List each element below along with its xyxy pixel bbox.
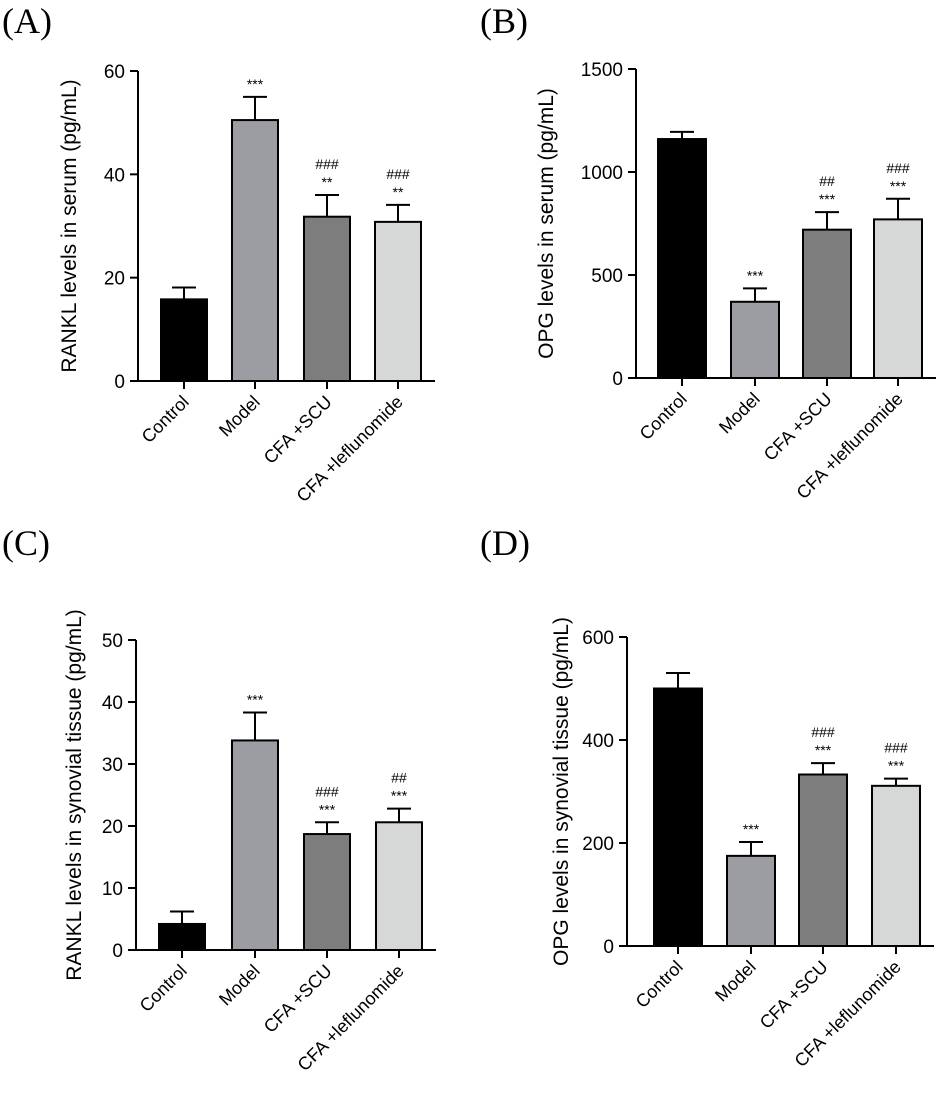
y-tick-label: 40 bbox=[102, 693, 123, 714]
y-tick-label: 60 bbox=[104, 62, 125, 83]
significance-label: ### bbox=[315, 783, 339, 799]
bar-model bbox=[231, 119, 279, 382]
bar-cfa-scu bbox=[802, 228, 852, 379]
y-tick-label: 20 bbox=[104, 269, 125, 290]
bar-control bbox=[657, 138, 707, 379]
y-axis-title: RANKL levels in synovial tissue (pg/mL) bbox=[63, 609, 86, 981]
y-tick-label: 0 bbox=[612, 369, 623, 390]
y-tick-label: 40 bbox=[104, 165, 125, 186]
panel-b: (B) 0 500 1000 1500 OPG levels in serum (pg/m… bbox=[480, 1, 936, 503]
y-tick-label: 0 bbox=[603, 937, 614, 958]
significance-label: ** bbox=[322, 174, 333, 190]
y-tick-label: 10 bbox=[102, 879, 123, 900]
bar-cfa-leflunomide bbox=[873, 218, 923, 379]
y-tick-label: 0 bbox=[114, 372, 125, 393]
panel-label: (A) bbox=[2, 1, 52, 41]
bar-control bbox=[653, 687, 703, 947]
significance-label: *** bbox=[247, 692, 264, 708]
significance-label: *** bbox=[815, 742, 832, 758]
x-tick-label: CFA +SCU bbox=[260, 392, 336, 468]
x-tick-label: CFA +SCU bbox=[760, 389, 836, 465]
bar-cfa-leflunomide bbox=[871, 784, 921, 948]
x-tick-label: CFA +SCU bbox=[756, 957, 832, 1033]
y-tick-label: 1500 bbox=[581, 60, 623, 81]
significance-label: *** bbox=[743, 821, 760, 837]
panel-label: (D) bbox=[480, 523, 530, 563]
y-tick-label: 600 bbox=[582, 628, 614, 649]
significance-label: *** bbox=[888, 758, 905, 774]
x-tick-label: Model bbox=[711, 957, 760, 1006]
y-tick-label: 1000 bbox=[581, 163, 623, 184]
significance-label: ** bbox=[393, 184, 404, 200]
significance-label: *** bbox=[247, 76, 264, 92]
y-axis-title: OPG levels in serum (pg/mL) bbox=[535, 88, 558, 359]
significance-label: ### bbox=[386, 166, 410, 182]
x-tick-label: CFA +SCU bbox=[260, 961, 336, 1037]
significance-label: ### bbox=[886, 160, 910, 176]
bar-model bbox=[231, 739, 279, 951]
x-tick-label: Control bbox=[138, 392, 193, 447]
y-tick-label: 200 bbox=[582, 834, 614, 855]
significance-label: *** bbox=[819, 191, 836, 207]
significance-label: ## bbox=[819, 173, 835, 189]
significance-label: *** bbox=[319, 801, 336, 817]
x-tick-label: Model bbox=[215, 392, 264, 441]
y-axis-title: OPG levels in synovial tissue (pg/mL) bbox=[550, 617, 573, 966]
significance-label: ## bbox=[391, 770, 407, 786]
panel-d: (D) 0 200 400 600 OPG levels in synovial tiss… bbox=[480, 523, 934, 1071]
bar-model bbox=[726, 854, 776, 947]
significance-label: *** bbox=[747, 267, 764, 283]
bar-control bbox=[160, 298, 208, 382]
y-tick-label: 50 bbox=[102, 631, 123, 652]
x-tick-label: Control bbox=[636, 389, 691, 444]
bar-cfa-scu bbox=[303, 833, 351, 951]
bar-control bbox=[158, 922, 206, 952]
y-axis-title: RANKL levels in serum (pg/mL) bbox=[58, 79, 81, 372]
x-tick-label: Control bbox=[136, 961, 191, 1016]
significance-label: ### bbox=[811, 724, 835, 740]
y-tick-label: 20 bbox=[102, 817, 123, 838]
significance-label: ### bbox=[884, 740, 908, 756]
bar-cfa-scu bbox=[798, 773, 848, 947]
panel-label: (B) bbox=[480, 1, 528, 41]
bar-cfa-leflunomide bbox=[374, 220, 422, 382]
x-tick-label: Model bbox=[715, 389, 764, 438]
significance-label: ### bbox=[315, 156, 339, 172]
x-tick-label: Control bbox=[632, 957, 687, 1012]
x-tick-label: Model bbox=[215, 961, 264, 1010]
panel-a: (A) 0 20 40 60 RANKL levels in serum (pg/mL) C… bbox=[2, 1, 435, 506]
y-tick-label: 0 bbox=[112, 941, 123, 962]
bar-cfa-leflunomide bbox=[375, 821, 423, 952]
significance-label: *** bbox=[391, 788, 408, 804]
y-tick-label: 500 bbox=[591, 266, 623, 287]
panel-c: (C) 0 10 20 30 40 50 RANKL levels in synovial t… bbox=[2, 523, 436, 1075]
significance-label: *** bbox=[890, 178, 907, 194]
y-tick-label: 30 bbox=[102, 755, 123, 776]
panel-label: (C) bbox=[2, 523, 50, 563]
bar-cfa-scu bbox=[303, 215, 351, 382]
y-tick-label: 400 bbox=[582, 731, 614, 752]
bar-model bbox=[730, 300, 780, 379]
